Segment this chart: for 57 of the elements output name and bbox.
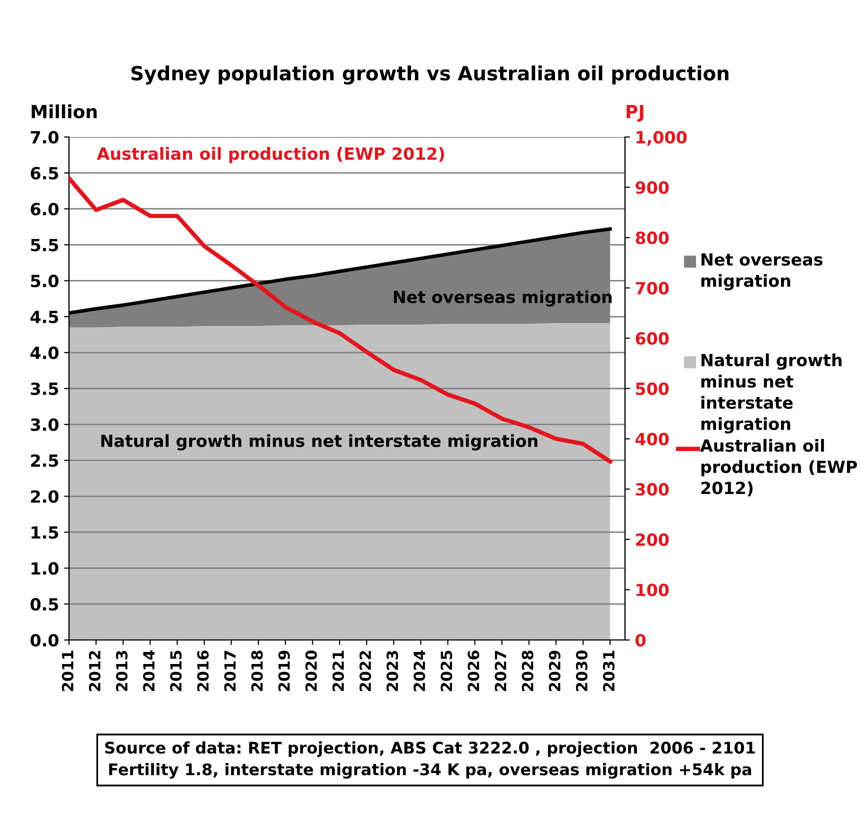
y2-tick-label: 100 [636,584,669,596]
y2-tick-label: 200 [636,533,669,546]
legend-label: Net overseas migration [701,253,822,290]
x-tick-label: 2031 [602,650,615,692]
y2-tick-label: 300 [636,483,669,496]
y2-tick-label: 600 [636,332,669,345]
y-tick-label: 5.5 [31,238,58,252]
x-tick-label: 2030 [576,650,588,692]
x-tick-label: 2018 [251,650,263,692]
x-tick-label: 2015 [170,650,182,692]
y-tick-label: 1.0 [32,562,58,575]
x-tick-label: 2029 [548,650,560,692]
annotation: Australian oil production (EWP 2012) [96,147,444,164]
y2-tick-label: 500 [636,382,669,396]
x-tick-label: 2021 [332,650,344,692]
x-tick-label: 2020 [305,650,317,692]
y-tick-label: 5.0 [31,274,58,288]
x-tick-label: 2023 [386,650,398,692]
x-tick-label: 2019 [278,650,290,692]
y-tick-label: 0.5 [30,598,58,611]
y-tick-label: 1.5 [32,526,58,539]
y-tick-label: 6.5 [30,166,58,180]
x-tick-label: 2024 [414,650,426,692]
y2-tick-label: 700 [636,282,669,294]
chart-title: Sydney population growth vs Australian oil production [131,66,728,84]
x-tick-label: 2022 [359,651,372,692]
x-tick-label: 2011 [62,650,74,692]
y-tick-label: 0.0 [30,634,58,647]
y-tick-label: 2.5 [31,454,58,467]
y-tick-label: 6.0 [30,202,58,216]
y-tick-label: 3.5 [30,382,58,396]
legend-label: Australian oil production (EWP 2012) [700,438,857,496]
y-tick-label: 7.0 [30,130,58,144]
x-tick-label: 2017 [224,650,236,692]
y-tick-label: 4.0 [30,346,58,360]
x-tick-label: 2016 [197,650,209,692]
x-tick-label: 2025 [440,650,452,692]
legend-label: Natural growth minus net interstate migration [701,353,842,434]
x-tick-label: 2026 [468,650,480,692]
y2-tick-label: 900 [636,181,669,194]
y2-tick-label: 1,000 [636,130,687,146]
line-series [69,176,612,464]
x-tick-label: 2014 [143,650,155,692]
source-note: Source of data: RET projection, ABS Cat 3222.0 , projection 2006 - 2101 Fertility 1.8, interstate migration -34 K pa, overseas migration +54k pa [105,741,755,779]
y-axis-title: Million [32,104,97,118]
x-tick-label: 2028 [522,650,534,692]
y-tick-label: 2.0 [31,490,58,503]
annotation: Natural growth minus net interstate migration [101,434,538,450]
x-tick-label: 2027 [494,650,506,692]
x-tick-label: 2012 [88,651,100,692]
y2-tick-label: 0 [636,634,646,647]
x-tick-label: 2013 [116,650,128,692]
y-tick-label: 3.0 [30,418,58,431]
y2-axis-title: PJ [626,104,644,122]
y2-tick-label: 800 [636,232,669,244]
y2-tick-label: 400 [635,432,669,446]
y-tick-label: 4.5 [30,310,58,324]
